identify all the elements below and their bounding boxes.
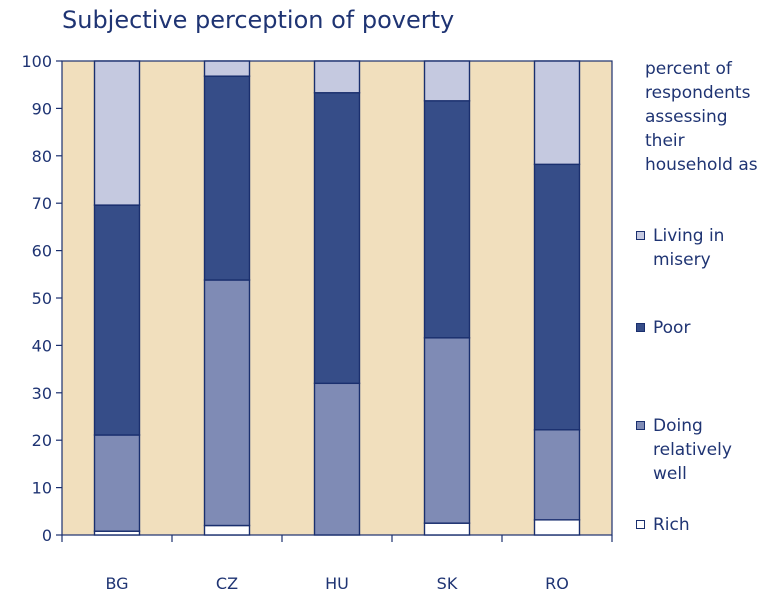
legend-swatch (636, 323, 645, 332)
y-tick-label: 90 (32, 99, 52, 118)
bar-bg-segment-3 (93, 60, 141, 206)
y-tick-label: 30 (32, 384, 52, 403)
bar-hu-segment-3 (313, 60, 361, 94)
bar-bg-segment-1 (93, 434, 141, 532)
x-tick-label: HU (325, 574, 349, 593)
legend-label: Living in misery (653, 226, 725, 270)
bar-ro-segment-2 (533, 163, 581, 431)
bar-cz-segment-3 (203, 60, 251, 77)
legend-note: percent of respondents assessing their h… (645, 59, 758, 175)
y-tick-label: 70 (32, 194, 52, 213)
bar-sk-segment-3 (423, 60, 471, 102)
bar-hu-segment-2 (313, 92, 361, 385)
bar-hu-segment-1 (313, 382, 361, 536)
plot-area (61, 60, 613, 536)
legend-swatch (636, 520, 645, 529)
x-tick-label: SK (437, 574, 458, 593)
chart-title: Subjective perception of poverty (62, 6, 455, 34)
y-tick-label: 50 (32, 289, 52, 308)
legend-label: Poor (653, 318, 691, 338)
y-tick-label: 0 (42, 526, 52, 545)
bar-ro-segment-1 (533, 429, 581, 521)
bar-sk-segment-2 (423, 100, 471, 339)
bar-cz-segment-0 (203, 524, 251, 536)
bar-ro-segment-0 (533, 519, 581, 536)
y-tick-label: 40 (32, 336, 52, 355)
legend-swatch (636, 231, 645, 240)
y-tick-label: 80 (32, 147, 52, 166)
bar-ro-segment-3 (533, 60, 581, 166)
axes: 0 10 20 30 40 50 60 70 80 90 100 BG CZ HU SK RO (21, 52, 613, 593)
x-tick-label: BG (105, 574, 128, 593)
bar-sk-segment-1 (423, 337, 471, 524)
x-tick-label: RO (545, 574, 569, 593)
x-tick-label: CZ (216, 574, 238, 593)
legend-label: Rich (653, 515, 690, 535)
bar-sk-segment-0 (423, 522, 471, 536)
bar-cz-segment-1 (203, 279, 251, 527)
legend-label: Doing relatively well (653, 416, 732, 484)
y-tick-label: 20 (32, 431, 52, 450)
y-tick-label: 10 (32, 479, 52, 498)
bar-cz-segment-2 (203, 75, 251, 281)
y-tick-label: 60 (32, 242, 52, 261)
bar-bg-segment-2 (93, 204, 141, 436)
legend-swatch (636, 421, 645, 430)
y-tick-label: 100 (21, 52, 52, 71)
